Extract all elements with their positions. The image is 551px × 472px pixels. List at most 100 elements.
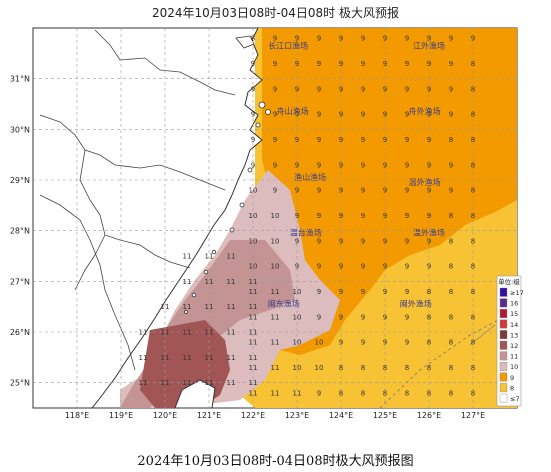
wind-value: 8 <box>471 263 475 271</box>
wind-value: 11 <box>205 354 214 362</box>
wind-value: 8 <box>427 364 431 372</box>
wind-value: 9 <box>427 187 431 195</box>
wind-value: 9 <box>317 288 321 296</box>
mainland <box>33 28 263 408</box>
legend-label: ≤7 <box>510 395 520 403</box>
wind-value: 8 <box>339 389 343 397</box>
wind-value: 9 <box>405 263 409 271</box>
wind-value: 9 <box>449 85 453 93</box>
wind-value: 8 <box>449 364 453 372</box>
legend-label: 13 <box>510 331 518 339</box>
longitude-tick-label: 124°E <box>329 411 353 420</box>
legend-label: 8 <box>510 384 514 392</box>
wind-value: 9 <box>361 339 365 347</box>
wind-value: 10 <box>293 313 302 321</box>
wind-value: 9 <box>449 187 453 195</box>
wind-value: 11 <box>183 379 192 387</box>
fishing-ground-name: 温台渔场 <box>290 228 322 238</box>
wind-value: 8 <box>405 389 409 397</box>
wind-value: 9 <box>361 212 365 220</box>
wind-value: 9 <box>251 161 255 169</box>
wind-value: 8 <box>471 313 475 321</box>
legend-swatch <box>499 340 508 350</box>
wind-value: 11 <box>249 379 258 387</box>
wind-value: 9 <box>317 212 321 220</box>
wind-value: 8 <box>449 389 453 397</box>
wind-value: 9 <box>427 161 431 169</box>
wind-value: 9 <box>339 237 343 245</box>
wind-value: 8 <box>449 136 453 144</box>
wind-value: 8 <box>449 237 453 245</box>
wind-value: 8 <box>471 85 475 93</box>
fishing-ground-name: 舟山渔场 <box>277 106 309 116</box>
graticule <box>33 28 517 408</box>
wind-value: 8 <box>471 237 475 245</box>
wind-value: 8 <box>471 389 475 397</box>
wind-value: 9 <box>339 60 343 68</box>
fishing-ground-name: 舟外渔场 <box>409 106 441 116</box>
wind-value: 9 <box>361 161 365 169</box>
wind-value: 11 <box>183 278 192 286</box>
wind-value: 10 <box>249 237 258 245</box>
longitude-tick-label: 127°E <box>461 411 485 420</box>
wind-value: 11 <box>205 379 214 387</box>
wind-value: 9 <box>405 85 409 93</box>
wind-value: 9 <box>339 161 343 169</box>
wind-value: 8 <box>361 364 365 372</box>
wind-value: 9 <box>251 136 255 144</box>
wind-value: 8 <box>427 339 431 347</box>
fishing-ground-name: 渔山渔场 <box>294 172 326 182</box>
map-title: 2024年10月03日08时-04日08时 极大风预报 <box>151 6 400 20</box>
wind-value: 9 <box>339 339 343 347</box>
wind-value: 10 <box>315 339 324 347</box>
wind-value: 9 <box>427 60 431 68</box>
wind-value: 9 <box>295 212 299 220</box>
wind-value: 11 <box>139 329 148 337</box>
wind-value: 9 <box>317 187 321 195</box>
longitude-tick-label: 120°E <box>153 411 177 420</box>
wind-value: 9 <box>427 111 431 119</box>
wind-value: 11 <box>227 329 236 337</box>
legend-swatch <box>499 351 508 361</box>
figure-caption: 2024年10月03日08时-04日08时极大风预报图 <box>137 454 414 469</box>
wind-value: 8 <box>383 364 387 372</box>
longitude-tick-label: 121°E <box>197 411 221 420</box>
wind-value: 11 <box>161 379 170 387</box>
wind-value: 10 <box>271 263 280 271</box>
wind-value: 8 <box>471 60 475 68</box>
wind-value: 8 <box>405 415 409 423</box>
wind-value: 11 <box>161 303 170 311</box>
wind-value: 8 <box>317 415 321 423</box>
longitude-tick-label: 118°E <box>65 411 89 420</box>
wind-value: 11 <box>271 415 280 423</box>
wind-value: 9 <box>251 85 255 93</box>
wind-value: 9 <box>405 339 409 347</box>
wind-value: 11 <box>249 329 258 337</box>
wind-value: 9 <box>273 35 277 43</box>
wind-value: 8 <box>427 389 431 397</box>
wind-value: 9 <box>383 263 387 271</box>
wind-value: 11 <box>249 354 258 362</box>
wind-value: 11 <box>161 329 170 337</box>
wind-value: 11 <box>161 354 170 362</box>
wind-value: 9 <box>427 263 431 271</box>
wind-value: 9 <box>317 136 321 144</box>
wind-value: 9 <box>427 35 431 43</box>
legend-swatch <box>499 362 508 371</box>
longitude-tick-label: 122°E <box>241 411 265 420</box>
wind-value: 9 <box>295 237 299 245</box>
wind-value: 9 <box>361 237 365 245</box>
wind-value: 9 <box>405 136 409 144</box>
wind-value: 11 <box>205 303 214 311</box>
wind-value: 8 <box>449 339 453 347</box>
wind-value: 9 <box>273 161 277 169</box>
wind-value: 9 <box>339 263 343 271</box>
coastal-islands <box>184 35 271 314</box>
wind-value: 8 <box>449 415 453 423</box>
wind-value: 11 <box>271 288 280 296</box>
wind-value: 8 <box>383 389 387 397</box>
wind-value: 9 <box>361 85 365 93</box>
wind-value: 9 <box>317 111 321 119</box>
latitude-tick-label: 28°N <box>10 227 30 236</box>
wind-value: 9 <box>383 212 387 220</box>
